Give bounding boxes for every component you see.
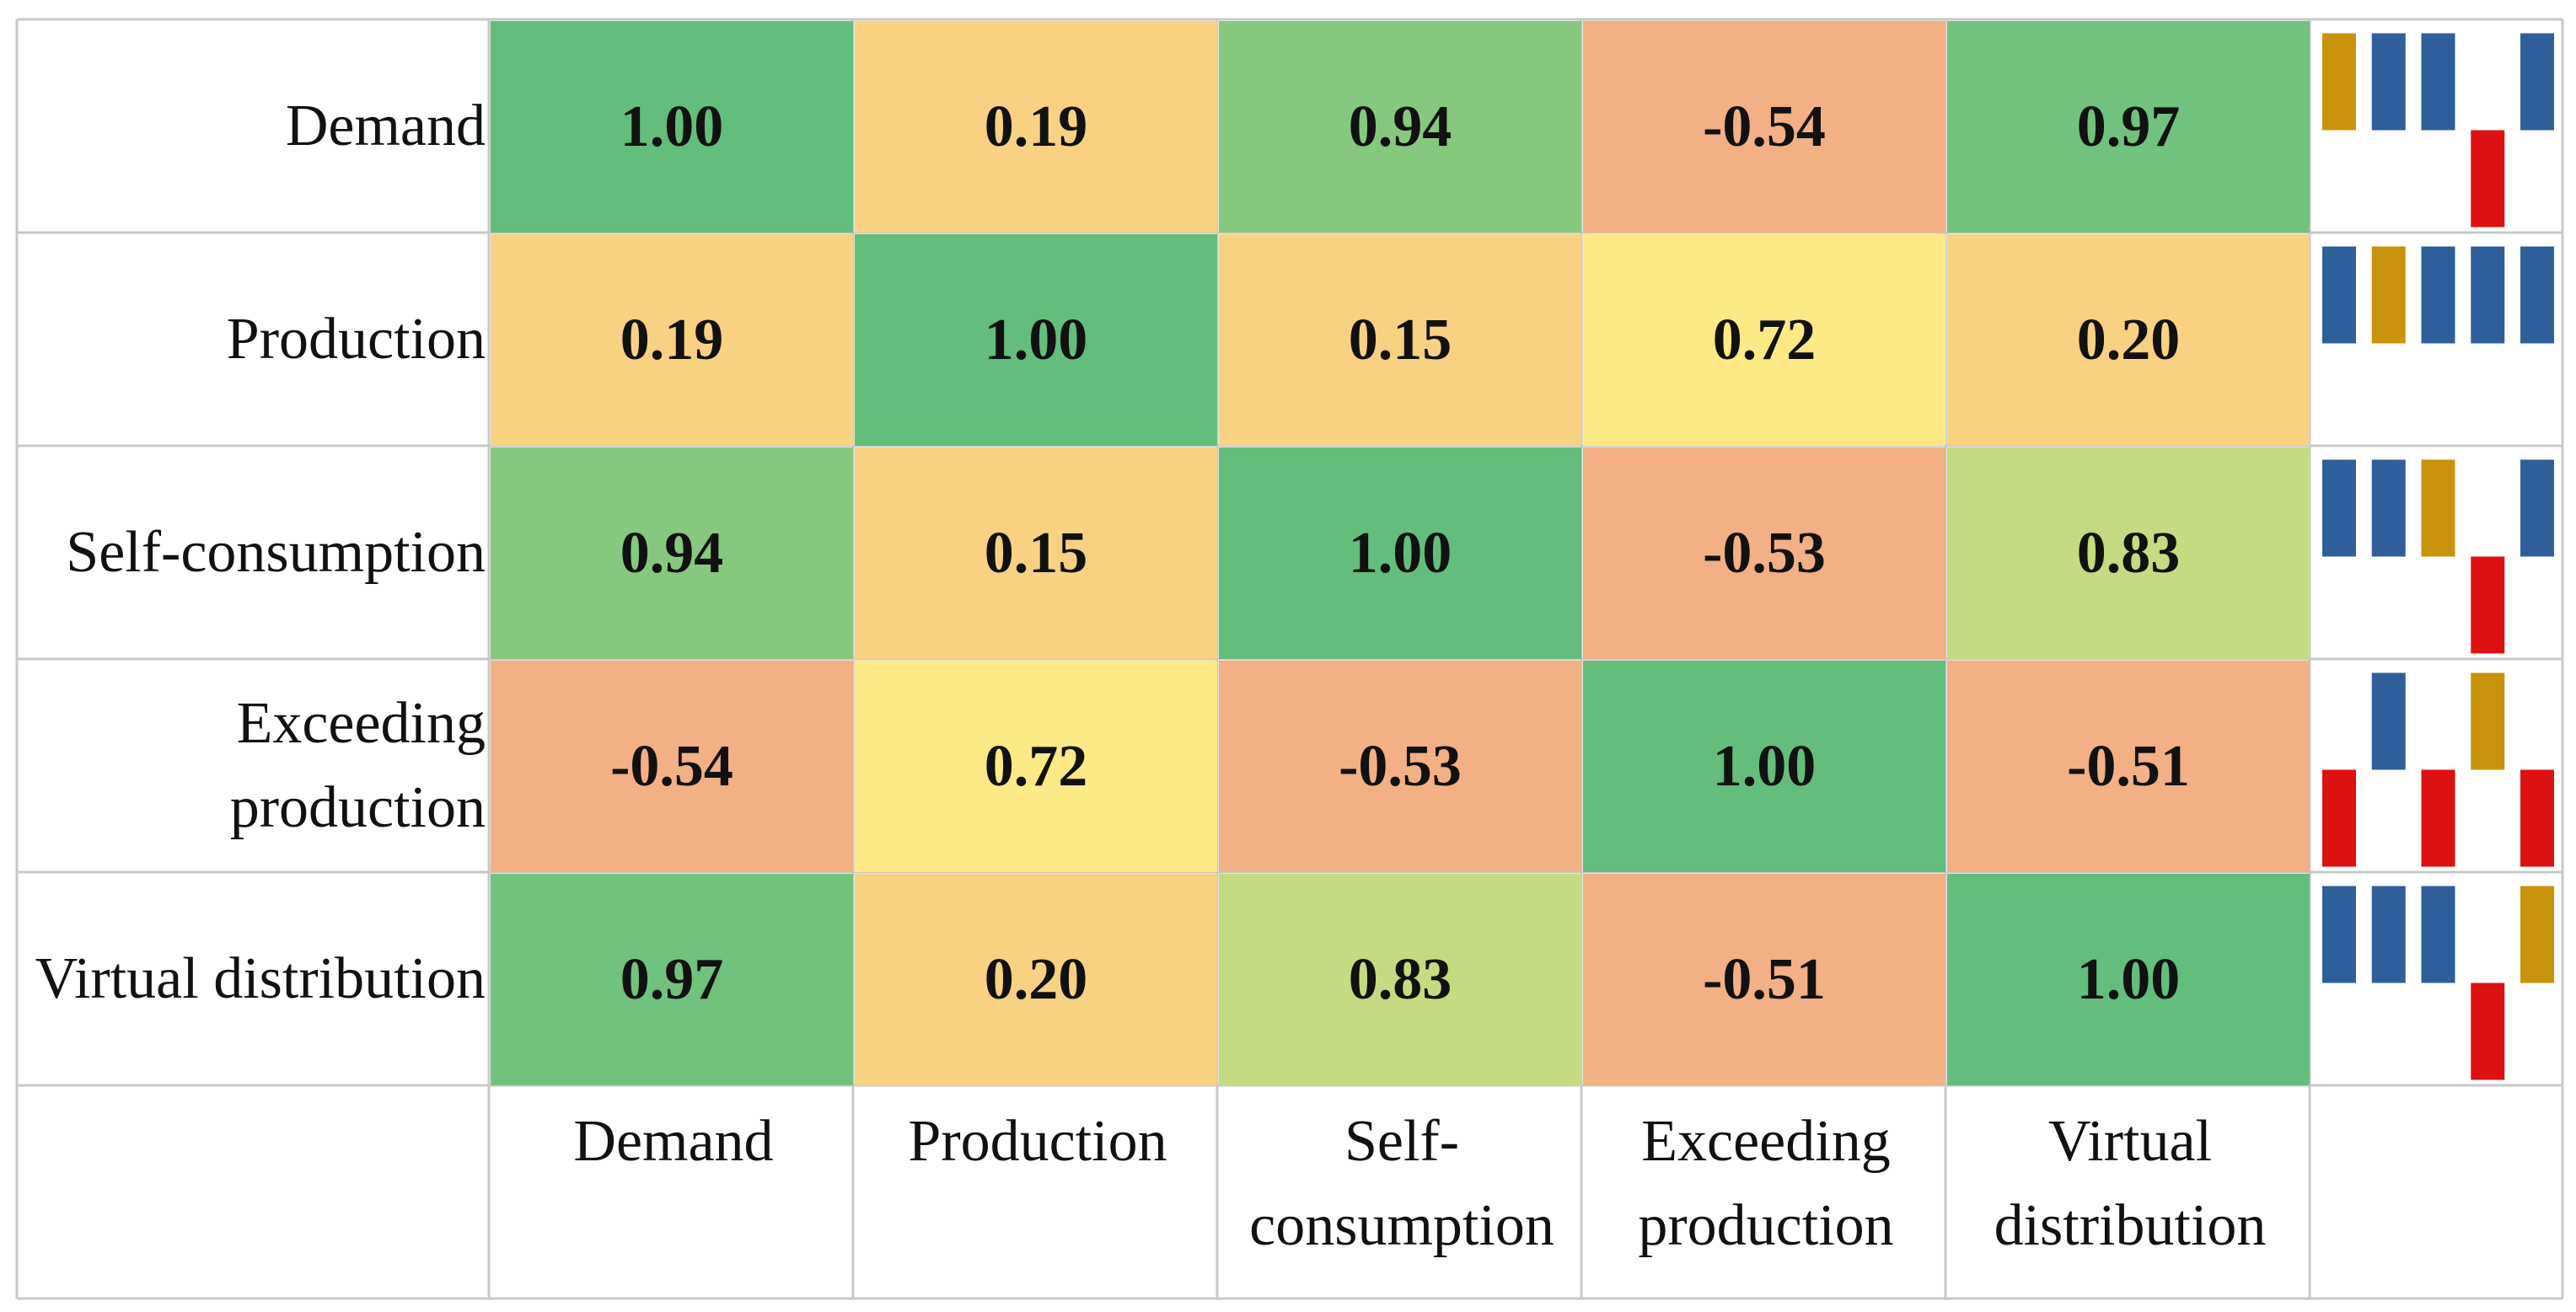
sparkline-bar-exceeding-production-exceeding-production [2471, 672, 2505, 770]
sparkline-virtual-distribution [2322, 886, 2554, 1080]
sparkline-bar-production-self-consumption [2421, 246, 2455, 344]
heatmap-cell-exceeding-production-production: 0.72 [855, 661, 1217, 872]
heatmap-cell-self-consumption-production: 0.15 [855, 447, 1217, 659]
row-label-exceeding-production: Exceeding production [229, 691, 486, 840]
heatmap-cell-production-demand: 0.19 [491, 234, 853, 446]
heatmap-cell-production-self-consumption: 0.15 [1219, 234, 1581, 446]
col-label-self-consumption: Self-consumption [1249, 1109, 1554, 1258]
sparkline-bar-virtual-distribution-virtual-distribution [2520, 886, 2554, 983]
heatmap-cell-production-production: 1.00 [855, 234, 1217, 446]
sparkline-bar-demand-exceeding-production [2471, 130, 2505, 228]
sparkline-exceeding-production [2322, 672, 2554, 867]
row-label-virtual-distribution: Virtual distribution [35, 946, 486, 1011]
sparkline-demand [2322, 33, 2554, 228]
sparkline-bar-virtual-distribution-exceeding-production [2471, 983, 2505, 1080]
col-label-virtual-distribution: Virtual distribution [1994, 1109, 2267, 1258]
heatmap-cell-demand-self-consumption: 0.94 [1219, 21, 1581, 233]
heatmap-cell-self-consumption-virtual-distribution: 0.83 [1947, 447, 2310, 659]
heatmap-cell-exceeding-production-virtual-distribution: -0.51 [1947, 661, 2310, 872]
sparkline-bar-exceeding-production-production [2371, 672, 2406, 770]
sparkline-bar-demand-virtual-distribution [2520, 33, 2554, 131]
col-label-demand: Demand [573, 1109, 774, 1174]
sparkline-production [2322, 246, 2554, 344]
sparkline-bar-production-demand [2322, 246, 2356, 344]
sparkline-bar-exceeding-production-virtual-distribution [2520, 769, 2554, 867]
sparkline-bar-exceeding-production-self-consumption [2421, 769, 2455, 867]
sparkline-bar-exceeding-production-demand [2322, 769, 2356, 867]
row-label-demand: Demand [285, 94, 486, 158]
heatmap-cell-demand-demand: 1.00 [491, 21, 853, 233]
sparkline-bar-self-consumption-exceeding-production [2471, 556, 2505, 654]
sparkline-bar-demand-production [2371, 33, 2406, 131]
heatmap-cell-demand-production: 0.19 [855, 21, 1217, 233]
col-label-production: Production [908, 1109, 1167, 1174]
heatmap-cell-demand-exceeding-production: -0.54 [1583, 21, 1945, 233]
sparkline-bar-production-virtual-distribution [2520, 246, 2554, 344]
sparkline-bar-production-exceeding-production [2471, 246, 2505, 344]
heatmap-cell-production-exceeding-production: 0.72 [1583, 234, 1945, 446]
sparkline-bar-production-production [2371, 246, 2406, 344]
heatmap-cell-exceeding-production-self-consumption: -0.53 [1219, 661, 1581, 872]
heatmap-cell-self-consumption-self-consumption: 1.00 [1219, 447, 1581, 659]
sparkline-bar-virtual-distribution-self-consumption [2421, 886, 2455, 983]
heatmap-cell-demand-virtual-distribution: 0.97 [1947, 21, 2310, 233]
row-label-self-consumption: Self-consumption [66, 520, 486, 585]
row-label-production: Production [226, 307, 486, 372]
heatmap-cell-exceeding-production-demand: -0.54 [491, 661, 853, 872]
sparkline-self-consumption [2322, 459, 2554, 654]
heatmap-cell-virtual-distribution-virtual-distribution: 1.00 [1947, 874, 2310, 1085]
sparkline-bar-self-consumption-production [2371, 459, 2406, 557]
sparkline-bar-virtual-distribution-demand [2322, 886, 2356, 983]
heatmap-cell-virtual-distribution-exceeding-production: -0.51 [1583, 874, 1945, 1085]
heatmap-cell-virtual-distribution-self-consumption: 0.83 [1219, 874, 1581, 1085]
sparkline-bar-demand-demand [2322, 33, 2356, 131]
heatmap-cell-self-consumption-demand: 0.94 [491, 447, 853, 659]
sparkline-bar-self-consumption-self-consumption [2421, 459, 2455, 557]
sparkline-bar-virtual-distribution-production [2371, 886, 2406, 983]
heatmap-cell-production-virtual-distribution: 0.20 [1947, 234, 2310, 446]
sparkline-bar-demand-self-consumption [2421, 33, 2455, 131]
sparkline-bar-self-consumption-virtual-distribution [2520, 459, 2554, 557]
heatmap-cell-self-consumption-exceeding-production: -0.53 [1583, 447, 1945, 659]
heatmap-cell-exceeding-production-exceeding-production: 1.00 [1583, 661, 1945, 872]
sparkline-bar-self-consumption-demand [2322, 459, 2356, 557]
col-label-exceeding-production: Exceeding production [1638, 1109, 1894, 1258]
heatmap-cell-virtual-distribution-production: 0.20 [855, 874, 1217, 1085]
heatmap-cell-virtual-distribution-demand: 0.97 [491, 874, 853, 1085]
